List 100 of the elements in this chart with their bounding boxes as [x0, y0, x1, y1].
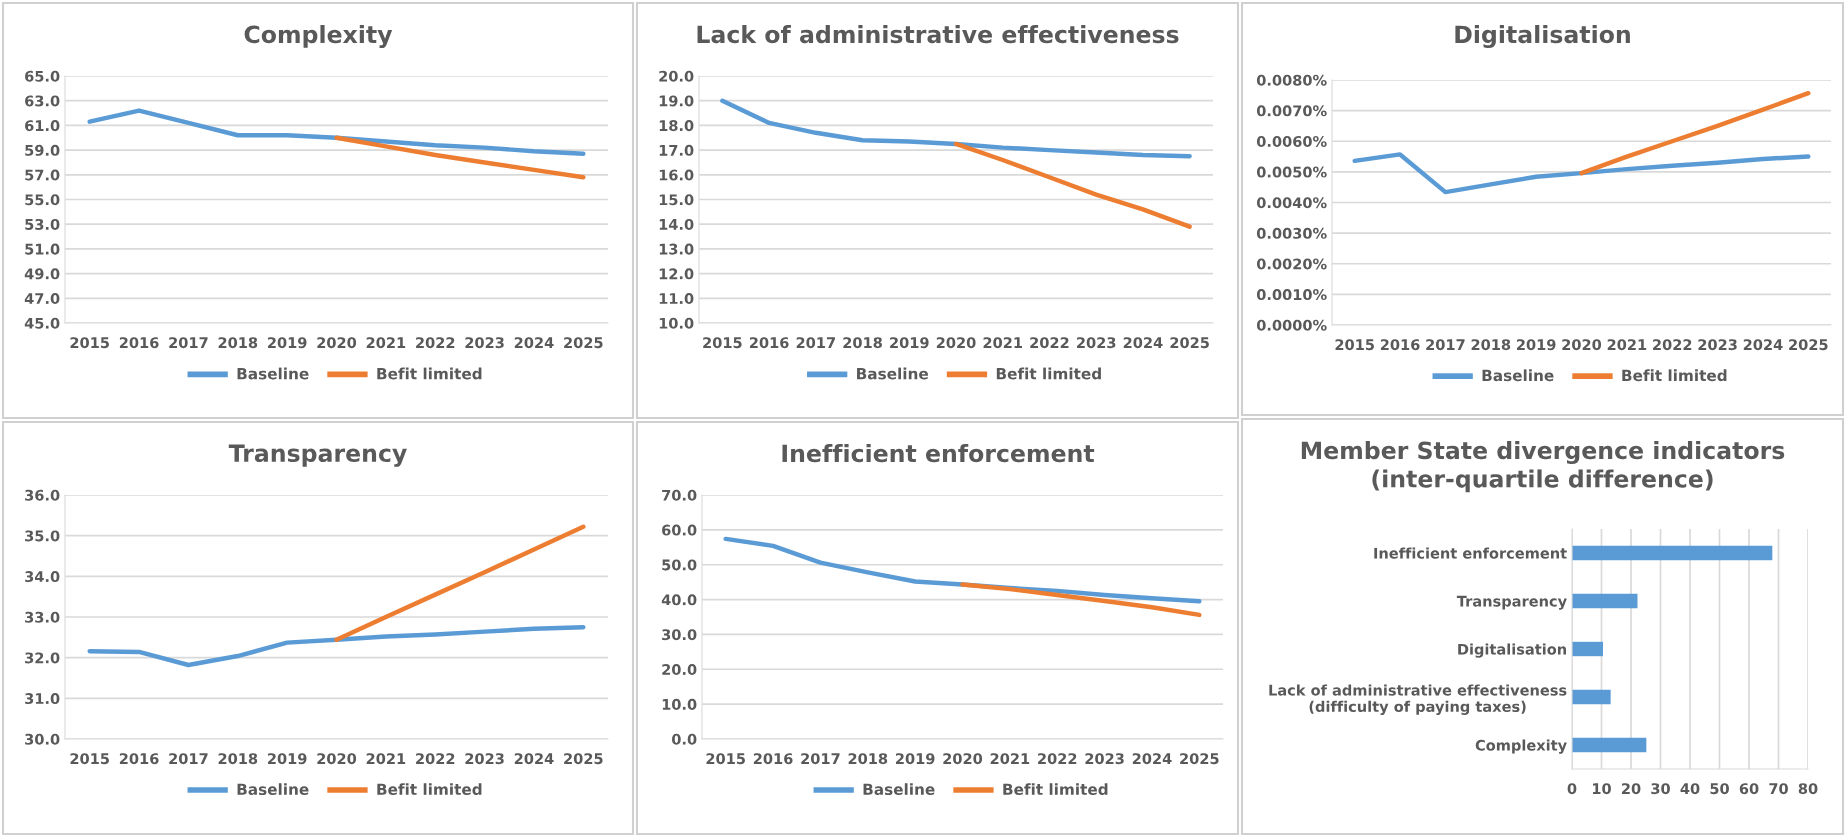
x-tick-label: 2016 — [119, 337, 159, 349]
x-tick-label: 20 — [1622, 783, 1641, 795]
x-tick-label: 2020 — [1562, 339, 1602, 351]
y-tick-label: 70.0 — [662, 489, 697, 501]
line-series — [1579, 90, 1811, 176]
x-tick-label: 2024 — [1743, 339, 1783, 351]
x-tick-label: 2024 — [1132, 753, 1172, 765]
y-tick-label: 40.0 — [661, 594, 697, 606]
x-tick-label: 2020 — [317, 337, 357, 349]
x-tick-label: 80 — [1798, 783, 1818, 795]
x-tick-label: 2017 — [796, 337, 835, 349]
y-tick-label: 57.0 — [25, 169, 60, 181]
y-tick-label: 20.0 — [662, 664, 697, 676]
y-tick-label: 50.0 — [662, 559, 697, 571]
x-tick-label: 2021 — [366, 337, 406, 349]
x-tick-label: 2017 — [1426, 339, 1465, 351]
line-series — [1352, 152, 1811, 195]
x-tick-label: 2025 — [1789, 339, 1828, 351]
x-tick-label: 2022 — [1030, 337, 1069, 349]
line-series — [953, 141, 1192, 229]
x-tick-label: 70 — [1769, 783, 1788, 795]
y-tick-label: Inefficient enforcement — [1374, 547, 1567, 559]
x-tick-label: 2019 — [1517, 339, 1556, 351]
y-tick-label: Transparency — [1456, 595, 1567, 610]
y-tick-label: 0.0020% — [1256, 258, 1327, 270]
y-tick-label: 20.0 — [659, 70, 694, 82]
x-tick-label: 2024 — [514, 337, 554, 349]
x-tick-label: 2015 — [1335, 339, 1374, 351]
x-tick-label: 2020 — [943, 753, 983, 765]
x-tick-label: 2023 — [465, 337, 504, 349]
y-tick-label: Digitalisation — [1458, 643, 1566, 658]
y-tick-label: 61.0 — [25, 120, 60, 132]
y-tick-label: 30.0 — [662, 629, 697, 641]
x-tick-label: 2022 — [416, 337, 455, 349]
x-tick-label: 2015 — [70, 337, 109, 349]
x-tick-label: 2017 — [169, 753, 208, 765]
y-tick-label: 32.0 — [25, 652, 60, 664]
y-tick-label: 10.0 — [662, 698, 697, 710]
y-tick-label: 51.0 — [25, 243, 60, 255]
legend-label: Baseline — [237, 783, 309, 796]
x-tick-label: 2021 — [1607, 339, 1647, 351]
x-tick-label: 2023 — [1077, 337, 1116, 349]
legend-label: Baseline — [1482, 369, 1554, 382]
x-tick-label: 2020 — [936, 337, 976, 349]
y-tick-label: 15.0 — [659, 194, 694, 206]
x-tick-label: 2019 — [268, 337, 307, 349]
x-tick-label: 2024 — [514, 753, 554, 765]
y-tick-label: 0.0070% — [1256, 105, 1327, 117]
y-tick-label: Lack of administrative effectiveness (difficulty of paying taxes) — [1269, 684, 1567, 715]
line-series — [87, 108, 586, 157]
y-tick-label: 36.0 — [25, 489, 60, 501]
x-tick-label: 2019 — [268, 753, 307, 765]
y-tick-label: 31.0 — [25, 693, 60, 705]
x-tick-label: 2025 — [564, 337, 603, 349]
line-series — [334, 135, 586, 180]
x-tick-label: 2018 — [218, 753, 258, 765]
chart-title: Inefficient enforcement — [782, 444, 1095, 463]
x-tick-label: 30 — [1651, 783, 1670, 795]
x-tick-label: 2018 — [1471, 339, 1511, 351]
x-tick-label: 2024 — [1123, 337, 1163, 349]
chart-title: Transparency — [228, 444, 407, 467]
x-tick-label: 0 — [1567, 783, 1577, 795]
x-tick-label: 10 — [1593, 783, 1611, 795]
x-tick-label: 2016 — [749, 337, 789, 349]
line-series — [960, 582, 1202, 618]
x-tick-label: 2020 — [317, 753, 357, 765]
y-tick-label: 13.0 — [659, 243, 694, 255]
x-tick-label: 2017 — [801, 753, 840, 765]
y-tick-label: 0.0 — [672, 733, 697, 745]
chart-title: Complexity — [244, 25, 393, 49]
line-series — [87, 624, 586, 668]
legend-label: Befit limited — [1003, 783, 1108, 796]
y-tick-label: 11.0 — [659, 293, 694, 305]
legend-label: Baseline — [863, 783, 935, 796]
x-tick-label: 50 — [1710, 783, 1729, 795]
bar — [1572, 689, 1611, 705]
y-tick-label: 0.0060% — [1256, 135, 1327, 147]
x-tick-label: 60 — [1739, 783, 1759, 795]
bar — [1572, 545, 1773, 561]
x-tick-label: 2016 — [1380, 339, 1420, 351]
y-tick-label: 59.0 — [25, 144, 60, 156]
y-tick-label: 12.0 — [659, 268, 694, 280]
y-tick-label: 0.0050% — [1256, 166, 1327, 178]
legend-label: Befit limited — [1622, 369, 1727, 382]
x-tick-label: 2018 — [218, 337, 258, 349]
bar — [1572, 641, 1603, 657]
y-tick-label: 55.0 — [25, 194, 60, 206]
x-tick-label: 2022 — [1653, 339, 1692, 351]
legend-label: Befit limited — [996, 367, 1101, 380]
y-tick-label: 10.0 — [659, 317, 694, 329]
y-tick-label: 14.0 — [659, 218, 694, 230]
y-tick-label: 53.0 — [25, 218, 60, 230]
y-tick-label: Complexity — [1475, 739, 1567, 754]
y-tick-label: 65.0 — [25, 70, 60, 82]
x-tick-label: 2021 — [990, 753, 1030, 765]
legend-label: Befit limited — [377, 367, 482, 380]
y-tick-label: 35.0 — [25, 530, 60, 542]
chart-title: Member State divergence indicators (inter-quartile difference) — [1301, 441, 1785, 493]
x-tick-label: 2021 — [366, 753, 406, 765]
x-tick-label: 2019 — [896, 753, 935, 765]
